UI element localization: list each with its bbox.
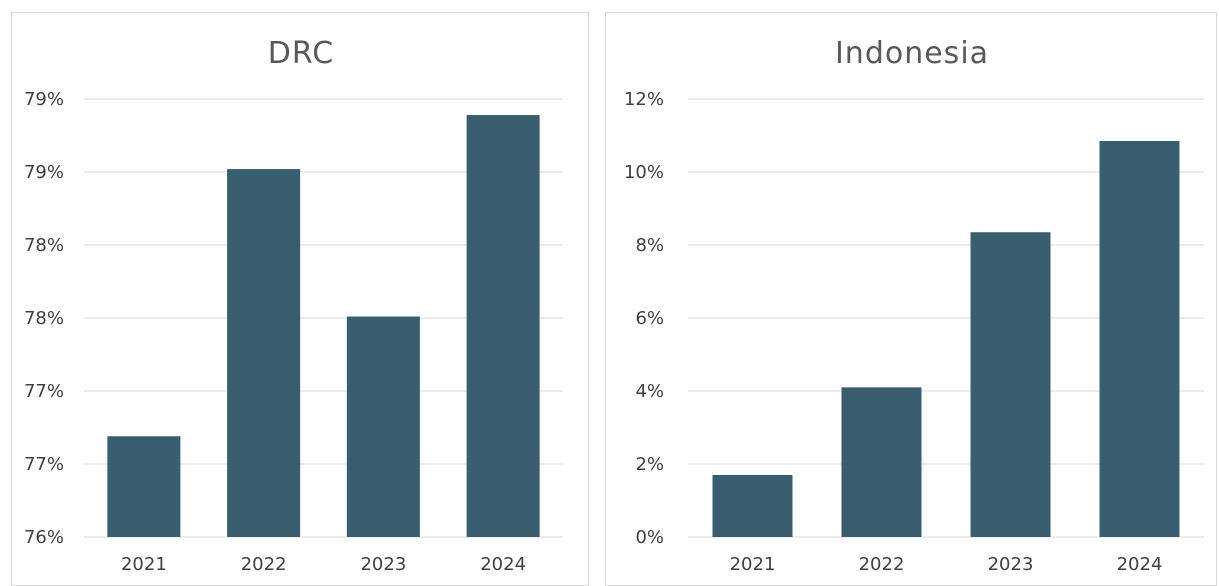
chart-panel-indonesia: Indonesia 0% 2% 4% 6% 8% 10% 12% 2021 2022 2023 2… bbox=[605, 12, 1217, 586]
x-tick-label: 2024 bbox=[1117, 554, 1163, 575]
y-tick-label: 4% bbox=[635, 381, 664, 402]
x-tick-label: 2023 bbox=[360, 554, 406, 575]
bar-2021 bbox=[107, 436, 181, 537]
x-tick-label: 2021 bbox=[730, 554, 776, 575]
y-tick-label: 2% bbox=[635, 454, 664, 475]
y-tick-label: 8% bbox=[635, 235, 664, 256]
bar-2024 bbox=[466, 115, 540, 537]
bar-2023 bbox=[346, 316, 420, 537]
x-tick-label: 2022 bbox=[859, 554, 905, 575]
bar-2021 bbox=[712, 474, 793, 537]
chart-panel-drc: DRC 76% 77% 77% 78% 78% 79% 79% 2021 2022 2023 20… bbox=[11, 12, 589, 586]
y-tick-label: 78% bbox=[24, 235, 64, 256]
y-tick-label: 76% bbox=[24, 527, 64, 548]
y-tick-label: 10% bbox=[624, 162, 664, 183]
y-tick-label: 77% bbox=[24, 381, 64, 402]
bar-2022 bbox=[227, 169, 301, 537]
x-tick-label: 2023 bbox=[988, 554, 1034, 575]
y-tick-label: 79% bbox=[24, 89, 64, 110]
bar-2023 bbox=[970, 232, 1051, 537]
y-tick-label: 77% bbox=[24, 454, 64, 475]
chart-title: DRC bbox=[268, 36, 334, 71]
bar-2022 bbox=[841, 387, 922, 537]
y-tick-label: 79% bbox=[24, 162, 64, 183]
y-tick-label: 6% bbox=[635, 308, 664, 329]
chart-title: Indonesia bbox=[835, 36, 989, 71]
x-tick-label: 2022 bbox=[241, 554, 287, 575]
y-tick-label: 0% bbox=[635, 527, 664, 548]
y-tick-label: 78% bbox=[24, 308, 64, 329]
chart-drc: DRC 76% 77% 77% 78% 78% 79% 79% 2021 2022 2023 20… bbox=[24, 36, 563, 575]
x-tick-label: 2024 bbox=[480, 554, 526, 575]
bar-2024 bbox=[1099, 140, 1180, 537]
chart-indonesia: Indonesia 0% 2% 4% 6% 8% 10% 12% 2021 2022 2023 2… bbox=[624, 36, 1204, 575]
y-tick-label: 12% bbox=[624, 89, 664, 110]
x-tick-label: 2021 bbox=[121, 554, 167, 575]
